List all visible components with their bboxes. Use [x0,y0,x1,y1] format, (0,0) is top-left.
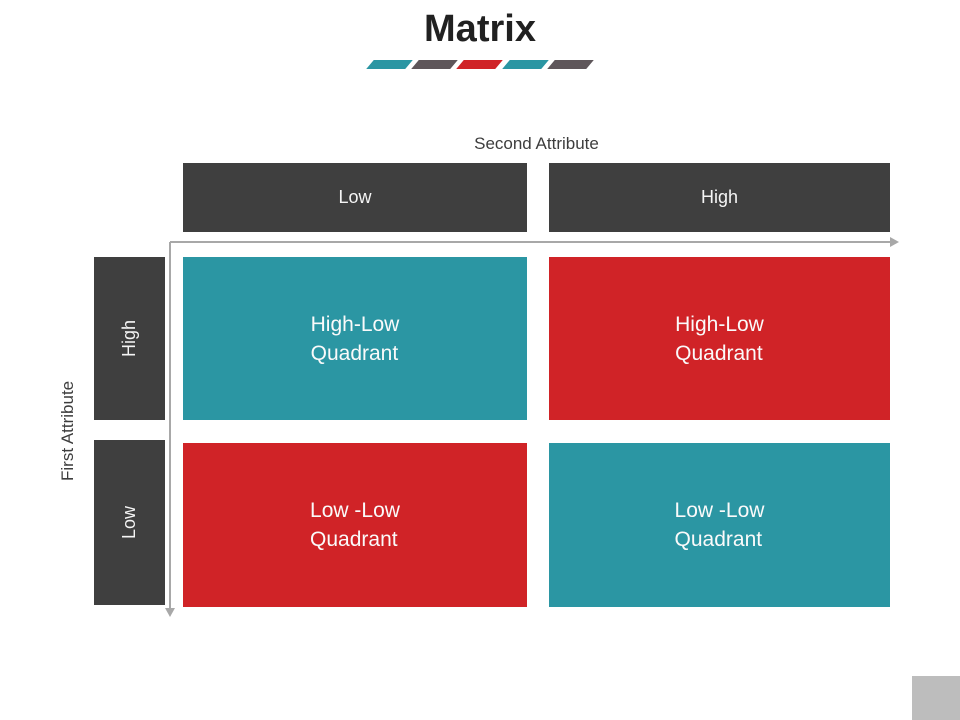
row-header-low-label: Low [119,505,139,540]
corner-decoration-square [912,676,960,720]
underline-segment-2 [411,60,459,69]
y-axis-line [169,242,171,608]
title-underline-decoration [366,60,594,69]
row-header-high-label: High [119,319,139,358]
quadrant-bottom-left-label: Low -Low Quadrant [310,499,400,551]
slide-title: Matrix [424,8,536,50]
quadrant-bottom-right: Low -Low Quadrant [549,443,890,607]
quadrant-top-right-label: High-Low Quadrant [675,312,764,365]
x-axis-line [170,241,890,243]
quadrant-top-left-label: High-Low Quadrant [310,312,400,365]
underline-segment-5 [547,60,594,69]
column-header-low: Low [183,163,527,232]
underline-segment-4 [501,60,549,69]
underline-segment-1 [366,60,413,69]
arrow-right-icon [890,237,899,247]
underline-segment-3 [456,60,504,69]
y-axis-title: First Attribute [58,380,77,482]
column-header-high: High [549,163,890,232]
quadrant-bottom-left: Low -Low Quadrant [183,443,527,607]
row-header-high: High [94,257,165,420]
row-header-low: Low [94,440,165,605]
arrow-down-icon [165,608,175,617]
x-axis-title: Second Attribute [474,134,599,153]
quadrant-top-right: High-Low Quadrant [549,257,890,420]
quadrant-bottom-right-label: Low -Low Quadrant [674,499,765,551]
column-header-low-label: Low [338,187,372,207]
quadrant-top-left: High-Low Quadrant [183,257,527,420]
column-header-high-label: High [700,187,739,207]
